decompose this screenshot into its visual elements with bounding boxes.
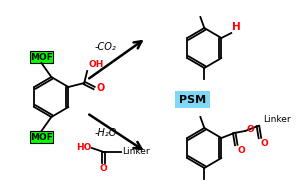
Text: OH: OH xyxy=(88,60,104,69)
Text: HO: HO xyxy=(76,143,92,153)
Text: Linker: Linker xyxy=(263,115,290,124)
Text: -CO₂: -CO₂ xyxy=(95,42,116,52)
Text: O: O xyxy=(100,164,108,173)
Text: MOF: MOF xyxy=(30,53,53,61)
FancyBboxPatch shape xyxy=(30,51,53,63)
Text: Linker: Linker xyxy=(122,147,150,156)
FancyBboxPatch shape xyxy=(175,91,210,108)
Text: -H₂O: -H₂O xyxy=(94,128,117,138)
Text: O: O xyxy=(246,125,254,135)
Text: H: H xyxy=(232,22,241,32)
Text: O: O xyxy=(261,139,269,148)
Text: O: O xyxy=(96,83,104,93)
FancyBboxPatch shape xyxy=(30,131,53,143)
Text: O: O xyxy=(237,146,245,155)
Text: PSM: PSM xyxy=(179,95,206,105)
Text: MOF: MOF xyxy=(30,132,53,142)
